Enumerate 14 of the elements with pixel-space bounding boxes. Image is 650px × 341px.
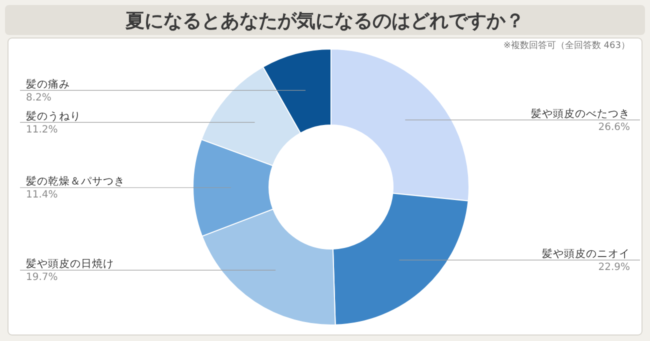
- slice-label: 髪や頭皮のニオイ: [542, 247, 630, 260]
- data-label: 8.2%: [26, 92, 52, 104]
- data-label: 11.2%: [26, 124, 58, 136]
- slice-label: 髪の痛み: [26, 77, 70, 90]
- slice-label: 髪の乾燥＆パサつき: [26, 174, 125, 188]
- text: ※複数回答可（全回答数 463）: [503, 40, 630, 51]
- data-label: 19.7%: [26, 272, 58, 284]
- slice-label: 髪や頭皮の日焼け: [26, 257, 114, 270]
- data-label: 22.9%: [598, 262, 630, 274]
- chart-title: 夏になるとあなたが気になるのはどれですか？: [124, 10, 524, 32]
- data-label: 11.4%: [26, 190, 58, 201]
- data-label: 26.6%: [598, 122, 630, 133]
- slice-label: 髪のうねり: [26, 109, 81, 122]
- slice-label: 髪や頭皮のべたつき: [531, 106, 630, 120]
